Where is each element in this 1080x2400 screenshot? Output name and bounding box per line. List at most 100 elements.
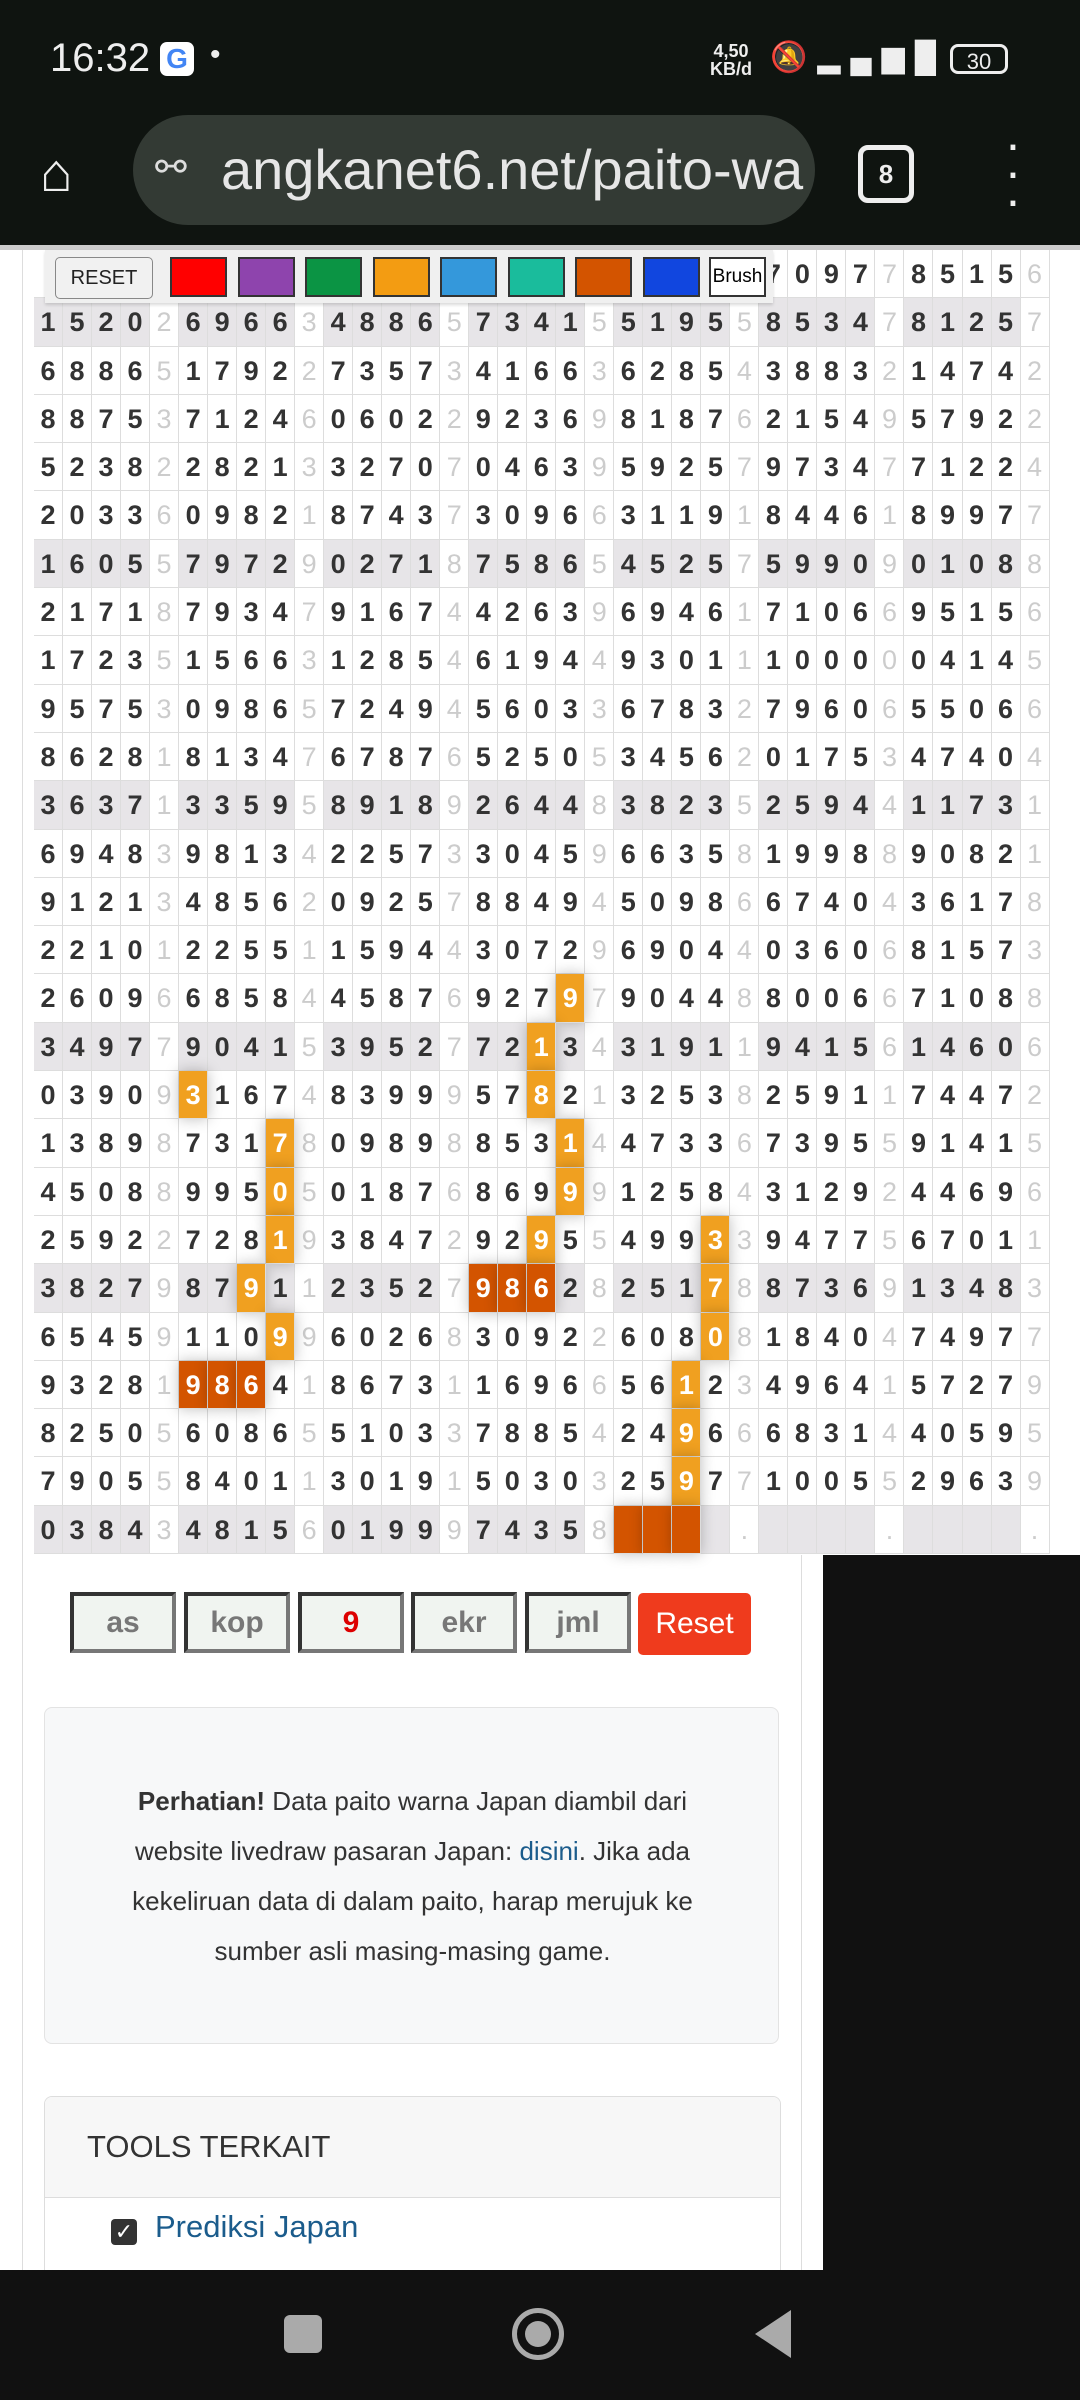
grid-cell[interactable]: 6 [63, 539, 93, 589]
grid-cell[interactable]: 7 [846, 250, 876, 299]
grid-cell[interactable]: 8 [237, 1215, 267, 1265]
grid-cell[interactable]: 5 [150, 539, 180, 589]
grid-cell[interactable]: 9 [353, 1022, 383, 1072]
grid-cell[interactable]: 8 [179, 732, 209, 782]
grid-cell[interactable]: 6 [730, 1119, 760, 1168]
grid-cell[interactable]: 2 [1020, 394, 1050, 444]
grid-cell[interactable]: 3 [440, 1409, 470, 1458]
grid-cell[interactable]: 0 [759, 732, 789, 782]
grid-cell[interactable]: 6 [875, 926, 905, 975]
grid-cell[interactable]: 7 [817, 1215, 847, 1265]
grid-cell[interactable]: 3 [759, 1167, 789, 1216]
grid-cell[interactable]: 5 [150, 1409, 180, 1458]
grid-cell[interactable]: 3 [614, 781, 644, 830]
grid-cell[interactable]: 2 [962, 298, 992, 347]
grid-cell[interactable]: 7 [643, 684, 673, 733]
grid-cell[interactable]: 8 [643, 781, 673, 830]
grid-cell[interactable]: 4 [904, 1167, 934, 1216]
grid-cell[interactable]: 0 [904, 539, 934, 589]
grid-cell[interactable]: 9 [411, 1505, 441, 1555]
grid-cell[interactable]: 9 [92, 1071, 122, 1120]
grid-cell[interactable]: 4 [846, 298, 876, 347]
grid-cell[interactable]: 7 [788, 443, 818, 492]
grid-cell[interactable]: 4 [440, 588, 470, 637]
grid-cell[interactable]: 0 [672, 636, 702, 685]
grid-cell[interactable]: 4 [962, 1119, 992, 1168]
grid-cell[interactable]: 6 [353, 394, 383, 444]
grid-cell-highlighted[interactable]: 7 [701, 1264, 731, 1313]
grid-cell[interactable]: 9 [208, 684, 238, 733]
grid-cell[interactable]: 0 [324, 394, 354, 444]
grid-cell[interactable]: 4 [266, 732, 296, 782]
grid-cell[interactable]: 7 [324, 346, 354, 395]
grid-cell[interactable]: 8 [121, 829, 151, 878]
grid-cell[interactable]: 7 [730, 539, 760, 589]
grid-cell[interactable]: 9 [817, 250, 847, 299]
grid-cell[interactable]: 7 [34, 1457, 64, 1506]
grid-cell[interactable]: 3 [527, 1119, 557, 1168]
grid-cell[interactable]: 4 [788, 1215, 818, 1265]
grid-cell[interactable]: 2 [817, 1167, 847, 1216]
recents-icon[interactable] [284, 2315, 322, 2353]
grid-cell[interactable]: 9 [643, 926, 673, 975]
grid-cell[interactable]: 4 [614, 1215, 644, 1265]
grid-cell[interactable]: 6 [498, 1360, 528, 1410]
grid-cell[interactable]: 8 [208, 1505, 238, 1555]
grid-cell[interactable]: 3 [150, 877, 180, 927]
grid-cell[interactable]: 3 [991, 1457, 1021, 1506]
grid-cell[interactable]: 2 [34, 974, 64, 1023]
grid-cell[interactable]: 3 [295, 298, 325, 347]
grid-cell[interactable]: 3 [208, 781, 238, 830]
grid-cell[interactable]: 0 [121, 1409, 151, 1458]
grid-cell[interactable]: 9 [266, 781, 296, 830]
grid-cell[interactable]: 2 [34, 491, 64, 540]
grid-cell[interactable]: 6 [614, 684, 644, 733]
grid-cell[interactable]: 4 [933, 1312, 963, 1361]
grid-cell[interactable]: 9 [150, 1264, 180, 1313]
grid-cell[interactable]: 6 [875, 684, 905, 733]
grid-cell[interactable]: 9 [150, 1071, 180, 1120]
grid-cell[interactable]: 5 [237, 877, 267, 927]
tool-link-prediksi-japan[interactable]: ✓ Prediksi Japan [111, 2209, 358, 2245]
grid-cell[interactable]: 7 [295, 588, 325, 637]
grid-cell[interactable]: 4 [759, 1360, 789, 1410]
grid-cell[interactable]: 5 [614, 443, 644, 492]
grid-cell[interactable]: 7 [991, 1360, 1021, 1410]
grid-cell[interactable]: 9 [411, 1119, 441, 1168]
grid-cell[interactable]: 3 [411, 1360, 441, 1410]
grid-cell[interactable]: 5 [411, 636, 441, 685]
grid-cell[interactable]: 4 [585, 636, 615, 685]
grid-cell[interactable]: 4 [875, 781, 905, 830]
grid-cell[interactable]: 8 [382, 298, 412, 347]
grid-cell[interactable]: 3 [614, 732, 644, 782]
grid-cell[interactable]: 1 [411, 539, 441, 589]
grid-cell[interactable]: 7 [179, 588, 209, 637]
grid-cell[interactable]: 9 [672, 298, 702, 347]
grid-cell[interactable]: 1 [237, 1505, 267, 1555]
grid-cell-highlighted[interactable] [614, 1505, 644, 1555]
grid-cell[interactable]: 7 [991, 491, 1021, 540]
grid-cell[interactable]: 6 [962, 1022, 992, 1072]
grid-cell[interactable]: 3 [63, 1119, 93, 1168]
grid-cell[interactable]: 3 [817, 443, 847, 492]
grid-cell[interactable]: 2 [382, 1312, 412, 1361]
grid-cell[interactable]: 9 [1020, 1457, 1050, 1506]
grid-cell[interactable]: 4 [498, 443, 528, 492]
grid-cell[interactable]: 3 [788, 1119, 818, 1168]
grid-cell[interactable]: . [1020, 1505, 1050, 1555]
grid-cell[interactable]: 9 [788, 1360, 818, 1410]
grid-cell[interactable]: 7 [933, 1215, 963, 1265]
grid-cell[interactable]: 7 [585, 974, 615, 1023]
grid-cell[interactable]: 8 [759, 1264, 789, 1313]
grid-cell[interactable]: 5 [440, 298, 470, 347]
grid-cell[interactable]: 0 [208, 1022, 238, 1072]
grid-cell[interactable]: 3 [672, 829, 702, 878]
grid-cell[interactable]: 2 [498, 394, 528, 444]
grid-cell[interactable]: 6 [237, 636, 267, 685]
grid-cell[interactable]: 9 [875, 539, 905, 589]
grid-cell[interactable]: 5 [527, 732, 557, 782]
grid-cell[interactable]: 5 [585, 732, 615, 782]
grid-cell[interactable]: 6 [730, 877, 760, 927]
grid-cell[interactable]: 9 [962, 394, 992, 444]
grid-cell[interactable]: 0 [34, 1505, 64, 1555]
